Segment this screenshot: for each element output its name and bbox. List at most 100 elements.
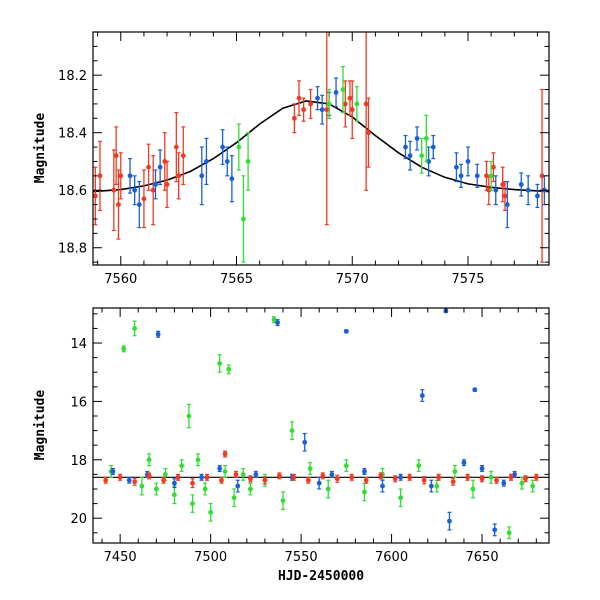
y-tick-label: 20 — [70, 512, 87, 527]
data-point — [271, 317, 277, 323]
y-axis-title: Magnitude — [33, 390, 48, 461]
data-point — [139, 483, 145, 489]
data-point — [217, 466, 223, 471]
data-point — [434, 483, 440, 489]
series-red — [93, 32, 545, 263]
data-point — [233, 471, 239, 477]
plot-area — [93, 308, 549, 540]
data-point — [217, 361, 223, 366]
data-point — [224, 159, 230, 164]
data-point — [362, 469, 367, 474]
data-point — [349, 107, 355, 113]
data-point — [146, 457, 152, 463]
series-green — [236, 65, 494, 263]
data-point — [132, 187, 138, 193]
data-point — [500, 182, 506, 187]
bottom-panel: 7450 7500 7550 7600 7650 14 16 18 20 Magnitude HJD… — [33, 307, 550, 584]
data-point — [461, 460, 467, 466]
data-point — [494, 477, 499, 483]
data-point — [172, 492, 177, 498]
data-point — [319, 107, 325, 113]
data-point — [111, 187, 117, 193]
data-point — [241, 216, 246, 222]
data-point — [512, 471, 518, 477]
data-point — [362, 489, 367, 495]
data-point — [103, 477, 109, 483]
data-point — [419, 393, 425, 398]
data-point — [533, 474, 539, 480]
data-point — [430, 144, 436, 150]
data-point — [132, 326, 138, 331]
data-point — [164, 182, 170, 187]
data-point — [380, 483, 385, 489]
data-point — [175, 474, 181, 480]
data-point — [458, 173, 464, 179]
data-point — [488, 173, 494, 179]
data-point — [398, 495, 404, 501]
data-point — [519, 480, 525, 486]
data-point — [222, 451, 228, 457]
data-point — [525, 187, 531, 193]
data-point — [347, 95, 353, 101]
data-point — [248, 476, 253, 482]
data-point — [470, 486, 476, 492]
data-point — [479, 466, 485, 471]
data-point — [491, 164, 496, 170]
data-point — [324, 107, 330, 113]
data-point — [484, 173, 489, 179]
data-point — [116, 202, 121, 207]
data-point — [245, 159, 251, 164]
data-point — [450, 479, 456, 485]
data-point — [289, 428, 295, 434]
data-point — [248, 486, 253, 492]
data-point — [316, 480, 322, 486]
data-point — [423, 136, 429, 141]
data-point — [110, 469, 116, 474]
data-point — [157, 164, 163, 170]
data-point — [208, 509, 214, 515]
data-point — [398, 474, 404, 480]
data-point — [226, 366, 232, 372]
data-point — [222, 469, 228, 474]
data-point — [419, 153, 425, 159]
data-point — [150, 187, 156, 193]
data-point — [502, 193, 508, 199]
data-point — [501, 480, 507, 486]
series-red — [103, 450, 539, 489]
data-point — [307, 466, 313, 471]
series-green — [108, 316, 536, 540]
data-point — [535, 193, 540, 199]
data-point — [342, 101, 348, 107]
y-axis-title: Magnitude — [33, 113, 48, 184]
y-tick-label: 18.4 — [58, 127, 87, 142]
series-blue — [127, 77, 547, 229]
data-point — [204, 159, 209, 164]
data-point — [454, 164, 459, 170]
data-point — [539, 173, 545, 179]
data-point — [436, 474, 442, 480]
data-point — [315, 95, 320, 101]
data-point — [219, 477, 224, 483]
plot-area — [93, 32, 549, 263]
x-tick-label: 7650 — [466, 550, 499, 565]
data-point — [235, 483, 241, 489]
data-point — [146, 164, 151, 170]
data-point — [176, 173, 182, 179]
data-point — [199, 474, 204, 480]
series-blue — [110, 308, 518, 537]
data-point — [132, 479, 138, 485]
data-point — [407, 474, 413, 480]
data-point — [153, 182, 158, 187]
data-point — [308, 101, 313, 107]
data-point — [414, 136, 420, 141]
data-point — [186, 413, 192, 419]
data-point — [262, 477, 268, 483]
data-point — [474, 173, 480, 179]
data-point — [141, 196, 147, 202]
data-point — [136, 202, 142, 207]
data-point — [479, 476, 485, 482]
data-point — [378, 473, 384, 479]
data-point — [236, 144, 242, 150]
data-point — [340, 87, 346, 92]
data-point — [518, 182, 524, 187]
